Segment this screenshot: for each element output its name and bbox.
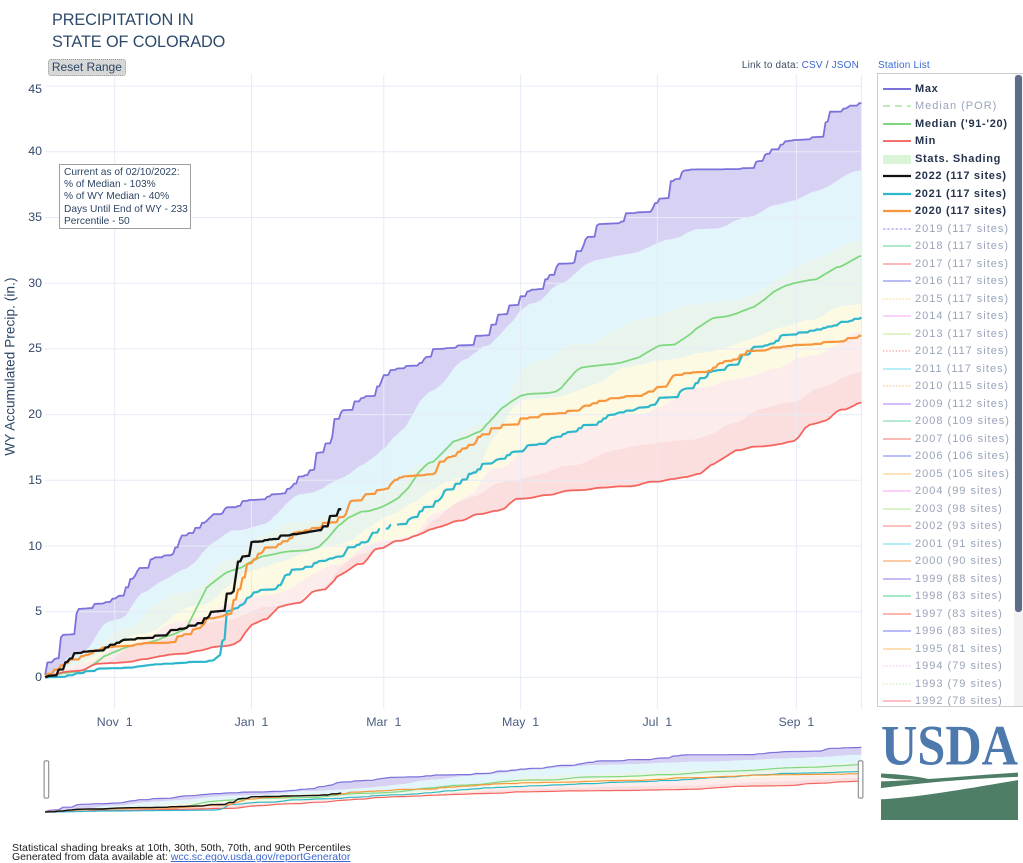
svg-text:USDA: USDA bbox=[881, 715, 1018, 778]
